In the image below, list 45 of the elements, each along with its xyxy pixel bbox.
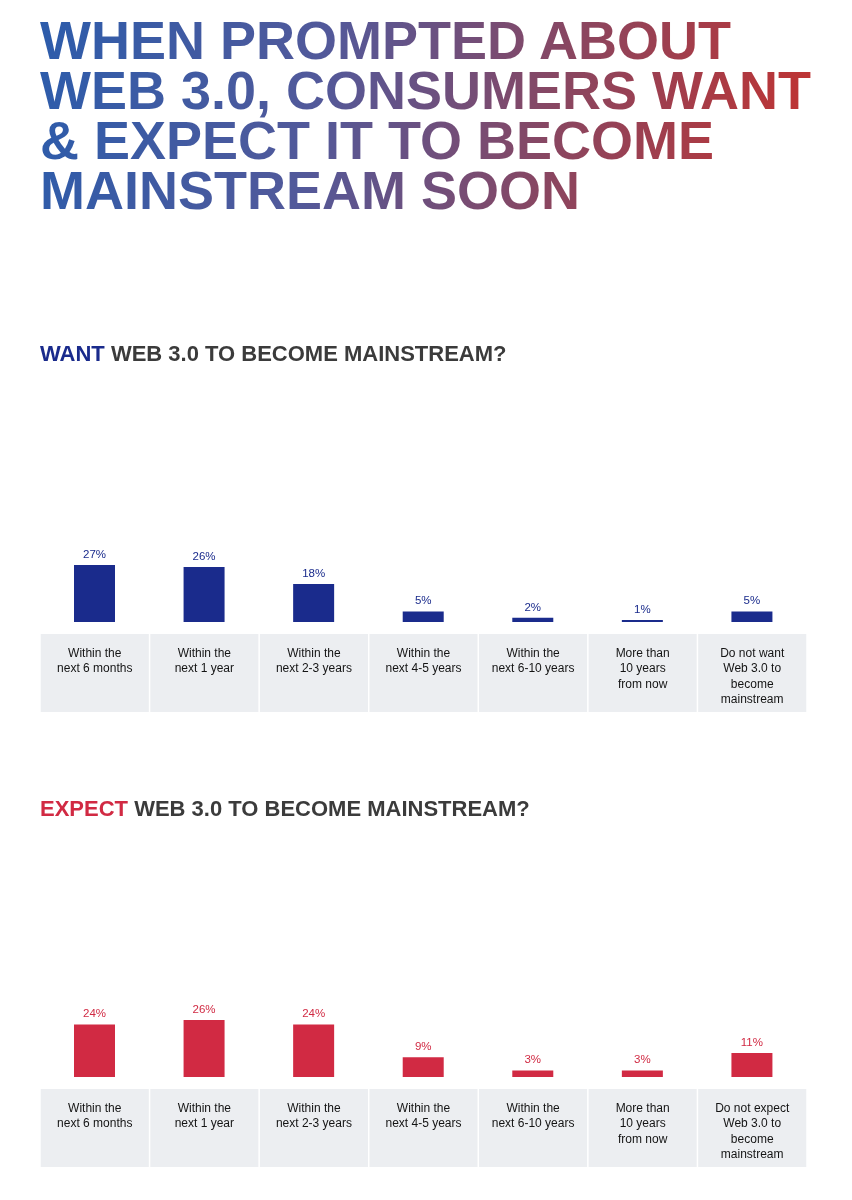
data-label: 18%	[302, 567, 326, 579]
data-label: 24%	[82, 1007, 107, 1020]
data-label: 1%	[634, 602, 651, 615]
x-tick-label: Within the next 2-3 years	[275, 1101, 352, 1131]
x-tick-label: Within the next 2-3 years	[275, 646, 352, 676]
x-tick-label: Within the next 4-5 years	[385, 1101, 462, 1131]
data-label: 3%	[524, 1053, 542, 1066]
bar	[512, 1070, 554, 1077]
chart-title: EXPECT WEB 3.0 TO BECOME MAINSTREAM?	[40, 796, 530, 822]
data-label: 2%	[524, 600, 542, 613]
x-tick-label: Within the next 4-5 years	[385, 646, 462, 676]
x-tick-label: Within the next 1 year	[174, 646, 235, 676]
data-label: 5%	[414, 594, 432, 607]
bar	[402, 611, 444, 622]
x-tick-label: Within the next 6-10 years	[491, 1101, 575, 1131]
chart-title: WHEN PROMPTED ABOUT WEB 3.0, CONSUMERS WANT & EXPECT IT TO BECOME MAINSTREAM SOON	[40, 10, 813, 220]
x-tick-label: Within the next 1 year	[174, 1101, 235, 1131]
x-tick-label: Do not expect Web 3.0 to become mainstream	[715, 1101, 790, 1161]
bar	[293, 584, 335, 622]
bar	[731, 611, 773, 622]
bar	[293, 1024, 335, 1077]
bar	[621, 619, 663, 622]
chart-subtitle: WANT WEB 3.0 TO BECOME MAINSTREAM?	[40, 341, 507, 367]
bar	[74, 565, 115, 622]
x-tick-label: Do not want Web 3.0 to become mainstream	[720, 646, 785, 706]
x-tick-label: Within the next 6 months	[57, 646, 133, 676]
data-label: 26%	[192, 550, 216, 563]
data-label: 24%	[302, 1007, 326, 1020]
bar	[512, 617, 554, 622]
bar	[402, 1057, 444, 1077]
bar	[621, 1070, 663, 1077]
x-tick-label: Within the next 6 months	[57, 1101, 133, 1131]
data-label: 26%	[192, 1003, 216, 1015]
bar	[183, 1020, 225, 1077]
x-tick-label: Within the next 6-10 years	[491, 646, 575, 676]
bar	[731, 1052, 773, 1077]
data-label: 5%	[743, 594, 761, 607]
x-tick-label: More than 10 years from now	[615, 646, 670, 691]
data-label: 27%	[82, 548, 107, 560]
data-label: 9%	[414, 1040, 432, 1053]
data-label: 11%	[740, 1035, 764, 1048]
bar	[183, 567, 225, 622]
bar	[74, 1024, 115, 1077]
data-label: 3%	[634, 1053, 651, 1066]
x-tick-label: More than 10 years from now	[615, 1101, 670, 1146]
